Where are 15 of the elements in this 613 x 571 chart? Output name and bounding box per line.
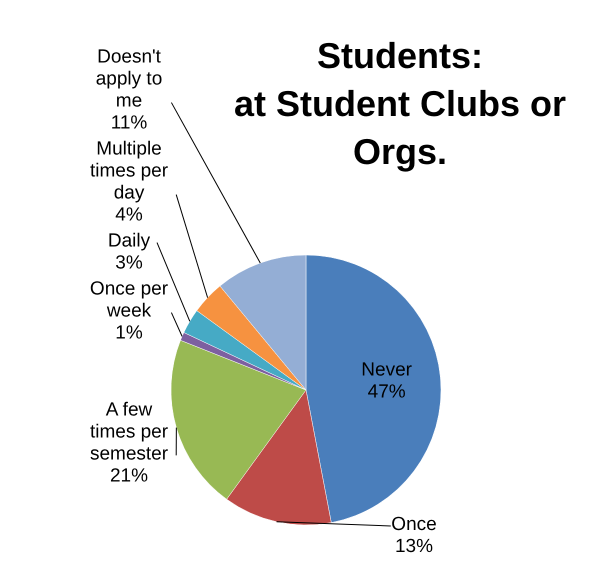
data-label: 3% (115, 252, 143, 274)
slice-label: Never (361, 359, 413, 380)
data-label: 47% (368, 381, 406, 402)
data-label: 13% (394, 536, 434, 557)
data-label: 1% (115, 322, 143, 344)
data-label: 4% (115, 204, 143, 226)
slice-label: Multiple times per day (90, 138, 169, 204)
slice-label: A few times per semester (90, 399, 169, 464)
data-label: 11% (110, 112, 148, 134)
data-label: 21% (110, 465, 148, 486)
slice-label: Doesn't apply to me (96, 46, 162, 112)
slice-label: Once (391, 514, 437, 535)
slice-label: Once per week (90, 278, 169, 322)
text: Students: at Student Clubs or Orgs. (234, 35, 566, 172)
slice-label: Daily (108, 230, 151, 252)
